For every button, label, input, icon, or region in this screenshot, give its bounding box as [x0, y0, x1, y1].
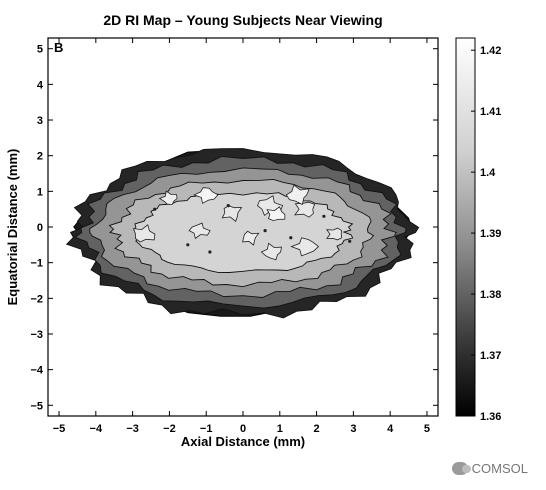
bright-patch: [285, 184, 310, 206]
y-tick-label: 2: [37, 151, 43, 163]
bright-patch: [158, 190, 178, 206]
colorbar-tick-label: 1.42: [480, 45, 501, 57]
x-tick-label: 2: [314, 423, 320, 435]
y-tick-label: −2: [30, 293, 43, 305]
x-tick-label: −3: [126, 423, 139, 435]
x-tick-label: 4: [387, 423, 394, 435]
y-tick-label: 4: [37, 79, 44, 91]
bright-patch: [294, 201, 316, 218]
dark-spot: [153, 207, 157, 211]
x-tick-label: 0: [240, 423, 246, 435]
x-tick-label: 3: [350, 423, 356, 435]
y-tick-label: −4: [30, 365, 43, 377]
chart-title: 2D RI Map – Young Subjects Near Viewing: [103, 12, 382, 28]
x-axis-ticks: −5 −4 −3 −2 −1 0 1 2 3 4 5: [53, 38, 430, 435]
y-tick-label: 1: [37, 186, 43, 198]
bright-patch: [266, 206, 286, 222]
colorbar: [455, 37, 476, 417]
x-tick-label: 5: [424, 423, 430, 435]
bright-patch: [221, 205, 243, 222]
watermark-text: COMSOL: [471, 461, 528, 476]
y-tick-label: 3: [37, 115, 43, 127]
y-tick-label: −5: [30, 400, 43, 412]
dark-spot: [208, 250, 212, 254]
bright-patch: [242, 230, 260, 246]
x-tick-label: −5: [53, 423, 66, 435]
dark-spot: [322, 214, 326, 218]
bright-patch: [325, 227, 343, 241]
dark-spot: [226, 204, 230, 208]
dark-spot: [348, 239, 352, 243]
x-axis-label: Axial Distance (mm): [181, 434, 305, 449]
wechat-icon: [451, 462, 471, 475]
x-tick-label: −4: [90, 423, 103, 435]
colorbar-tick-label: 1.39: [480, 228, 501, 240]
y-axis-label: Equatorial Distance (mm): [5, 149, 20, 306]
dark-spot: [289, 236, 293, 240]
bright-patch: [260, 242, 282, 261]
x-tick-label: −2: [163, 423, 176, 435]
colorbar-ticks: 1.36 1.37 1.38 1.39 1.4 1.41 1.42: [471, 45, 501, 423]
x-tick-label: −1: [200, 423, 213, 435]
bright-patch: [290, 237, 320, 257]
colorbar-tick-label: 1.37: [480, 350, 501, 362]
dark-spot: [263, 229, 267, 233]
y-tick-label: −1: [30, 258, 43, 270]
plot-frame: [47, 37, 439, 417]
bright-patch: [193, 187, 219, 204]
y-tick-label: −3: [30, 329, 43, 341]
y-axis-ticks: −5 −4 −3 −2 −1 0 1 2 3 4 5: [30, 44, 438, 412]
x-tick-label: 1: [277, 423, 283, 435]
bright-patch: [132, 224, 156, 243]
colorbar-tick-label: 1.38: [480, 289, 501, 301]
dark-spot: [186, 243, 190, 247]
y-tick-label: 5: [37, 44, 43, 56]
colorbar-tick-label: 1.41: [480, 106, 501, 118]
colorbar-tick-label: 1.4: [480, 167, 496, 179]
watermark: COMSOL: [451, 461, 528, 476]
lens-region: [65, 148, 420, 319]
bright-patch: [188, 222, 211, 240]
panel-label: B: [54, 40, 63, 55]
colorbar-tick-label: 1.36: [480, 411, 501, 423]
y-tick-label: 0: [37, 222, 43, 234]
